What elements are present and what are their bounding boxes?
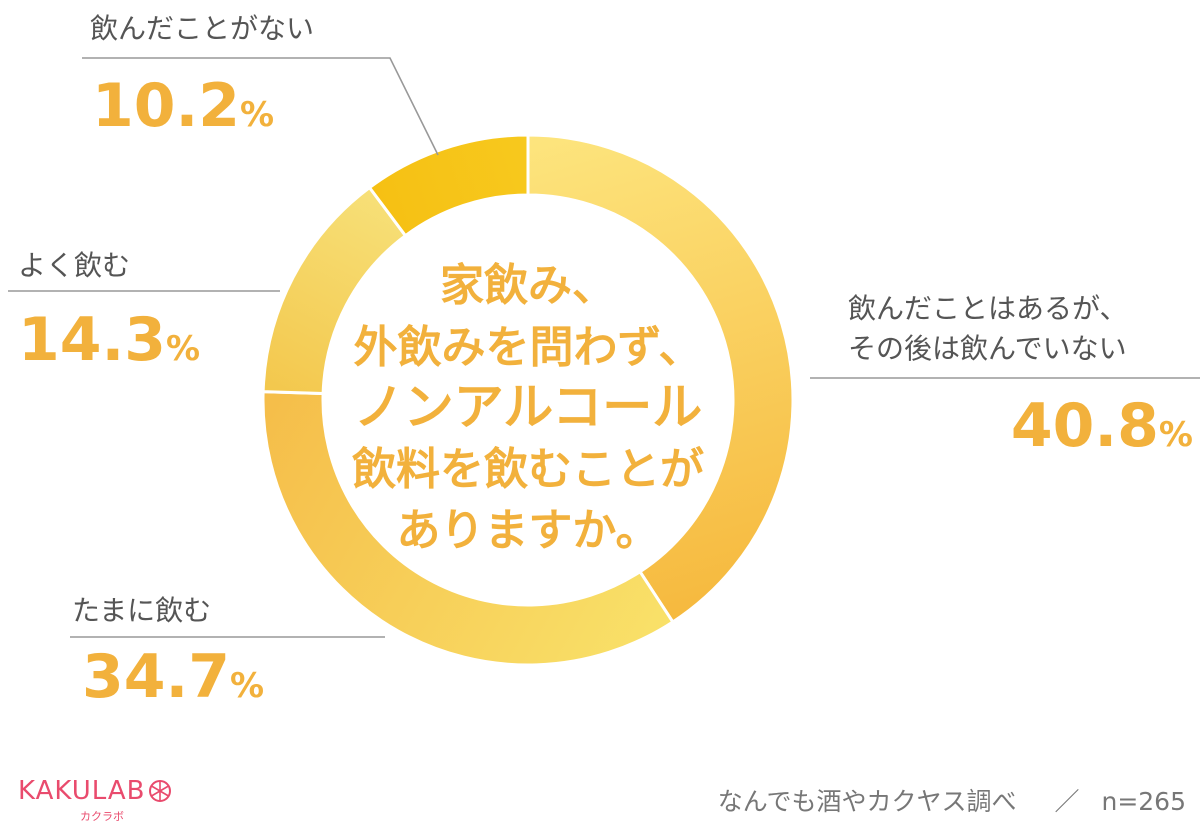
title-line-4: 飲料を飲むことが <box>352 444 704 495</box>
donut-slice-1 <box>526 133 795 625</box>
slice-value-4: 10.2% <box>92 71 274 141</box>
slice-value-2: 34.7% <box>82 642 264 712</box>
slice-label-1-line-2: その後は飲んでいない <box>848 332 1127 365</box>
slice-value-1: 40.8% <box>1011 391 1193 461</box>
logo-wheel-icon <box>149 780 172 802</box>
slice-labels: 飲んだことはあるが、その後は飲んでいない 40.8% たまに飲む 34.7% よく飲む 1… <box>18 12 1193 712</box>
slice-value-3: 14.3% <box>18 305 200 375</box>
logo-wordmark: KAKULAB <box>18 776 146 806</box>
slice-label-4-line-1: 飲んだことがない <box>90 12 314 45</box>
source-text: なんでも酒やカクヤス調べ <box>717 787 1017 816</box>
donut-slice-2 <box>261 390 675 667</box>
logo-subtitle: カクラボ <box>80 810 124 823</box>
source-note: なんでも酒やカクヤス調べ ／ n=265 <box>718 782 1186 818</box>
title-line-3: ノンアルコール <box>354 378 703 436</box>
slice-label-2-line-1: たまに飲む <box>72 594 211 627</box>
slice-label-1-line-1: 飲んだことはあるが、 <box>848 292 1127 325</box>
donut-slice-4 <box>367 133 530 238</box>
leader-lines <box>8 57 1200 638</box>
title-line-1: 家飲み、 <box>440 260 616 311</box>
slices-layer <box>261 133 795 667</box>
footer-separator: ／ <box>1054 787 1080 816</box>
kakulab-logo: KAKULAB カクラボ <box>18 776 172 823</box>
leader-line-4 <box>82 57 439 156</box>
sample-size: n=265 <box>1101 787 1186 816</box>
slice-label-3-line-1: よく飲む <box>18 249 130 282</box>
title-line-5: ありますか。 <box>396 505 659 556</box>
title-line-2: 外飲みを問わず、 <box>354 322 703 373</box>
